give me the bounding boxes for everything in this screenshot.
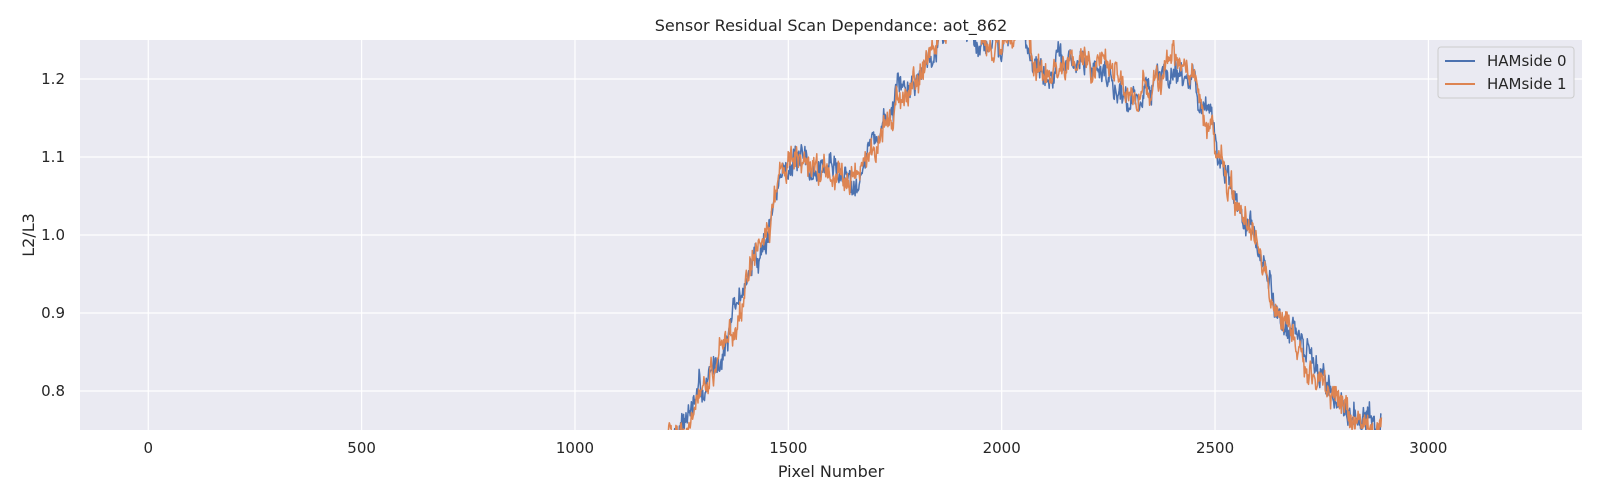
- x-axis-label: Pixel Number: [778, 462, 885, 481]
- x-tick-labels: 0 500 1000 1500 2000 2500 3000: [143, 439, 1447, 457]
- legend-label-hamside-0: HAMside 0: [1487, 52, 1567, 70]
- x-tick-label: 3000: [1409, 439, 1447, 457]
- x-tick-label: 1500: [769, 439, 807, 457]
- y-axis-label: L2/L3: [19, 213, 38, 257]
- x-tick-label: 2500: [1196, 439, 1234, 457]
- legend-label-hamside-1: HAMside 1: [1487, 75, 1567, 93]
- y-tick-label: 0.9: [41, 304, 65, 322]
- series-line-hamside-1: [667, 40, 1383, 430]
- x-tick-label: 1000: [556, 439, 594, 457]
- y-tick-label: 1.2: [41, 70, 65, 88]
- x-tick-label: 500: [347, 439, 376, 457]
- chart-title: Sensor Residual Scan Dependance: aot_862: [655, 16, 1008, 36]
- x-tick-label: 2000: [983, 439, 1021, 457]
- legend: HAMside 0 HAMside 1: [1437, 46, 1575, 99]
- x-tick-label: 0: [143, 439, 153, 457]
- series-lines: [667, 40, 1383, 430]
- y-tick-labels: 0.8 0.9 1.0 1.1 1.2: [41, 70, 65, 400]
- y-tick-label: 1.1: [41, 148, 65, 166]
- y-tick-label: 1.0: [41, 226, 65, 244]
- legend-box: [1437, 46, 1575, 99]
- y-tick-label: 0.8: [41, 382, 65, 400]
